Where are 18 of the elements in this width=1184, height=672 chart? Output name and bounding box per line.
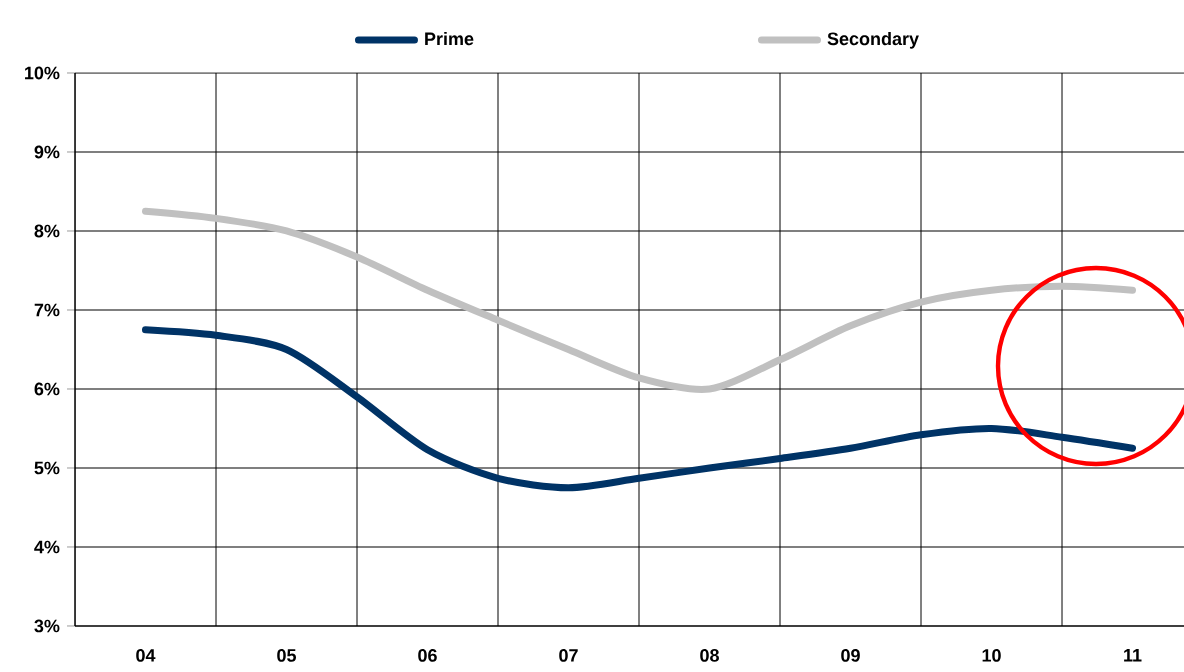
y-tick-label: 9% bbox=[34, 145, 60, 159]
y-tick-label: 3% bbox=[34, 619, 60, 633]
x-tick-label: 06 bbox=[418, 649, 437, 662]
x-tick-label: 11 bbox=[1124, 649, 1142, 662]
y-tick-label: 8% bbox=[34, 224, 60, 238]
legend-label: Prime bbox=[425, 31, 474, 46]
legend-label: Secondary bbox=[827, 31, 919, 49]
y-tick-label: 5% bbox=[34, 461, 60, 475]
y-tick-label: 7% bbox=[34, 303, 60, 317]
x-tick-label: 07 bbox=[559, 649, 578, 662]
x-tick-label: 08 bbox=[700, 649, 719, 662]
x-tick-label: 04 bbox=[136, 649, 156, 662]
y-tick-label: 6% bbox=[34, 382, 60, 396]
x-tick-label: 10 bbox=[982, 649, 1001, 662]
x-tick-label: 09 bbox=[841, 649, 860, 662]
y-tick-label: 10% bbox=[25, 66, 60, 80]
y-tick-label: 4% bbox=[34, 540, 60, 554]
x-tick-label: 05 bbox=[277, 649, 296, 662]
